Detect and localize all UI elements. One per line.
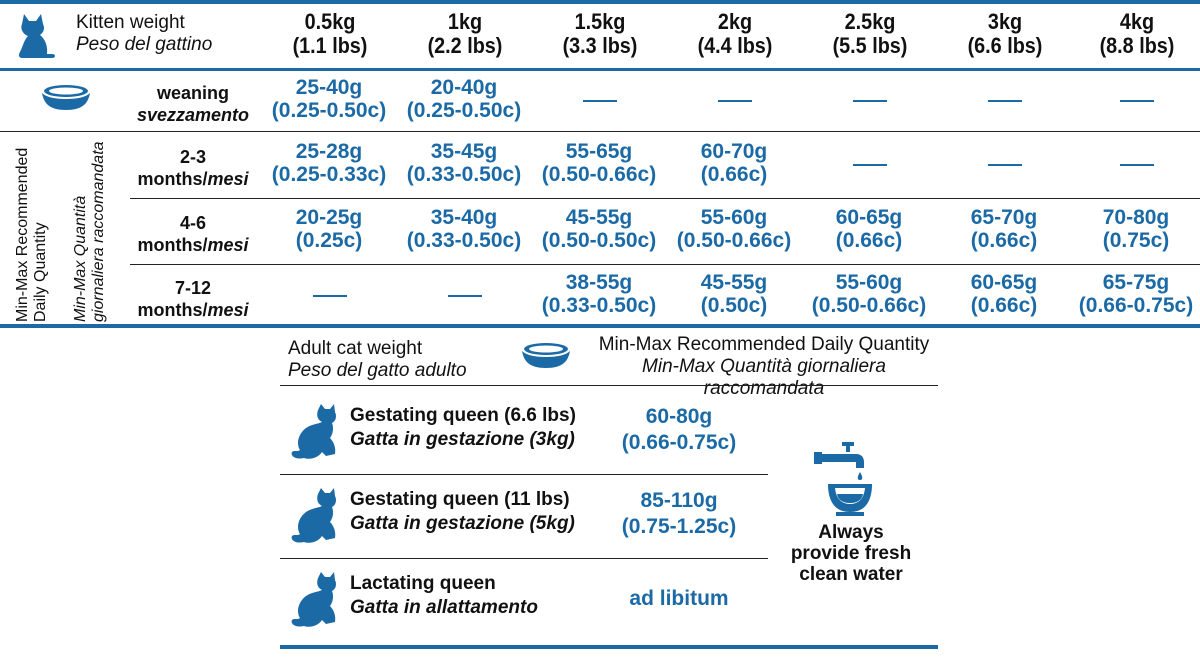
quantity-cell: 60-70g (0.66c) xyxy=(700,140,768,186)
quantity-cell: 60-65g (0.66c) xyxy=(835,206,903,252)
empty-cell-dash xyxy=(988,164,1022,166)
kitten-weight-label: Kitten weight Peso del gattino xyxy=(76,12,213,55)
row-rule-2 xyxy=(130,198,1200,199)
side-label-en: Min-Max Recommended Daily Quantity xyxy=(14,147,49,322)
quantity-cell: 25-40g (0.25-0.50c) xyxy=(271,76,387,122)
empty-cell-dash xyxy=(853,164,887,166)
adult-header-rule xyxy=(280,385,938,386)
weight-lbs: (6.6 lbs) xyxy=(967,33,1043,58)
empty-cell-dash xyxy=(1120,100,1154,102)
quantity-cell: 65-75g (0.66-0.75c) xyxy=(1078,271,1194,317)
quantity-cell: 20-25g (0.25c) xyxy=(295,206,363,252)
queen-row-rule xyxy=(280,558,768,559)
table-bottom-rule xyxy=(0,324,1200,328)
age-label: 2-3 months/mesi xyxy=(137,147,249,189)
empty-cell-dash xyxy=(583,100,617,102)
queen-quantity: 85-110g (0.75-1.25c) xyxy=(621,489,737,538)
quantity-cell: 65-70g (0.66c) xyxy=(970,206,1038,252)
weight-header: 2.5kg (5.5 lbs) xyxy=(812,10,929,58)
food-bowl-icon xyxy=(36,82,96,116)
adult-bottom-rule xyxy=(280,645,938,649)
quantity-cell: 55-60g (0.50-0.66c) xyxy=(811,271,927,317)
queen-label: Lactating queen Gatta in allattamento xyxy=(350,573,538,618)
empty-cell-dash xyxy=(448,295,482,297)
cat-icon xyxy=(288,404,338,465)
row-rule-1 xyxy=(0,131,1200,132)
age-label: 7-12 months/mesi xyxy=(137,278,249,320)
weight-header: 4kg (8.8 lbs) xyxy=(1079,10,1196,58)
weight-header: 1.5kg (3.3 lbs) xyxy=(542,10,659,58)
quantity-cell: 35-45g (0.33-0.50c) xyxy=(406,140,522,186)
kitten-cat-icon xyxy=(14,10,58,60)
quantity-cell: 55-65g (0.50-0.66c) xyxy=(541,140,657,186)
empty-cell-dash xyxy=(1120,164,1154,166)
adult-quantity-label: Min-Max Recommended Daily Quantity Min-M… xyxy=(598,334,930,399)
weight-kg: 4kg xyxy=(1119,9,1155,34)
cat-icon xyxy=(288,488,338,549)
age-label: weaning svezzamento xyxy=(136,83,250,125)
empty-cell-dash xyxy=(853,100,887,102)
row-rule-3 xyxy=(130,264,1200,265)
quantity-cell: 55-60g (0.50-0.66c) xyxy=(676,206,792,252)
age-label: 4-6 months/mesi xyxy=(137,213,249,255)
top-rule xyxy=(0,0,1200,4)
weight-header: 0.5kg (1.1 lbs) xyxy=(272,10,389,58)
queen-quantity: 60-80g (0.66-0.75c) xyxy=(621,405,737,454)
weight-kg: 1.5kg xyxy=(574,9,626,34)
quantity-cell: 45-55g (0.50c) xyxy=(700,271,768,317)
cat-icon xyxy=(288,572,338,633)
queen-row-rule xyxy=(280,474,768,475)
header-rule xyxy=(0,68,1200,71)
weight-lbs: (3.3 lbs) xyxy=(562,33,638,58)
quantity-cell: 60-65g (0.66c) xyxy=(970,271,1038,317)
empty-cell-dash xyxy=(718,100,752,102)
weight-kg: 0.5kg xyxy=(304,9,356,34)
queen-quantity: ad libitum xyxy=(629,587,729,610)
weight-lbs: (2.2 lbs) xyxy=(427,33,503,58)
weight-kg: 2kg xyxy=(717,9,753,34)
weight-header: 2kg (4.4 lbs) xyxy=(677,10,794,58)
quantity-cell: 20-40g (0.25-0.50c) xyxy=(406,76,522,122)
weight-kg: 2.5kg xyxy=(844,9,896,34)
water-tap-icon xyxy=(808,440,888,520)
queen-label: Gestating queen (11 lbs) Gatta in gestazi… xyxy=(350,489,575,534)
quantity-cell: 45-55g (0.50-0.50c) xyxy=(541,206,657,252)
side-label-it: Min-Max Quantità giornaliera raccomandat… xyxy=(72,141,107,322)
weight-lbs: (5.5 lbs) xyxy=(832,33,908,58)
empty-cell-dash xyxy=(988,100,1022,102)
water-note: Always provide fresh clean water xyxy=(790,522,912,585)
adult-weight-label: Adult cat weight Peso del gatto adulto xyxy=(288,338,467,381)
quantity-cell: 70-80g (0.75c) xyxy=(1102,206,1170,252)
quantity-cell: 38-55g (0.33-0.50c) xyxy=(541,271,657,317)
food-bowl-icon xyxy=(516,340,576,374)
quantity-cell: 35-40g (0.33-0.50c) xyxy=(406,206,522,252)
weight-lbs: (1.1 lbs) xyxy=(292,33,368,58)
weight-header: 3kg (6.6 lbs) xyxy=(947,10,1064,58)
weight-kg: 1kg xyxy=(447,9,483,34)
quantity-cell: 25-28g (0.25-0.33c) xyxy=(271,140,387,186)
weight-lbs: (4.4 lbs) xyxy=(697,33,773,58)
weight-lbs: (8.8 lbs) xyxy=(1099,33,1175,58)
empty-cell-dash xyxy=(313,295,347,297)
queen-label: Gestating queen (6.6 lbs) Gatta in gestaz… xyxy=(350,405,576,450)
weight-header: 1kg (2.2 lbs) xyxy=(407,10,524,58)
weight-kg: 3kg xyxy=(987,9,1023,34)
